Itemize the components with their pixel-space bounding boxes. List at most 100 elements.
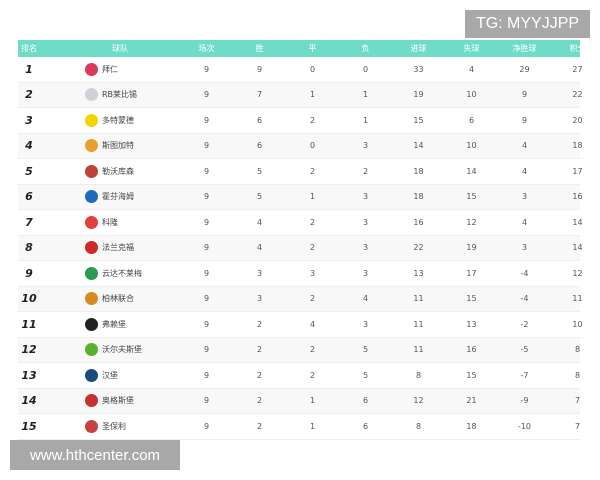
goals-against: 18 (466, 421, 477, 431)
won: 6 (256, 115, 263, 125)
team-cell: 云达不莱梅 (40, 266, 180, 280)
team-cell: 法兰克福 (40, 241, 180, 255)
played: 9 (203, 217, 210, 227)
drawn: 1 (309, 90, 316, 100)
won: 5 (256, 192, 263, 202)
won: 3 (256, 268, 263, 278)
played: 9 (203, 370, 210, 380)
team-name: 勒沃库森 (102, 166, 134, 176)
team-name: 拜仁 (102, 64, 118, 74)
goals-for: 8 (415, 421, 422, 431)
goals-for: 11 (413, 319, 424, 329)
team-logo-icon (85, 292, 98, 306)
points: 7 (574, 396, 581, 406)
drawn: 1 (309, 192, 316, 202)
goals-for: 18 (413, 192, 424, 202)
goal-diff: 4 (521, 217, 528, 227)
rank: 3 (25, 113, 33, 127)
played: 9 (203, 243, 210, 253)
rank: 11 (21, 317, 37, 331)
goals-for: 12 (413, 396, 424, 406)
goal-diff: -2 (520, 319, 529, 329)
lost: 5 (362, 370, 369, 380)
team-name: 柏林联合 (102, 294, 134, 304)
rank: 10 (21, 292, 37, 306)
lost: 3 (362, 192, 369, 202)
lost: 1 (362, 90, 369, 100)
won: 2 (256, 396, 263, 406)
goal-diff: 9 (521, 115, 528, 125)
rank: 12 (21, 343, 37, 357)
team-name: 法兰克福 (102, 243, 134, 253)
won: 2 (256, 370, 263, 380)
drawn: 2 (309, 217, 316, 227)
table-header: 排名 球队 场次 胜 平 负 进球 失球 净胜球 积分 (18, 40, 586, 57)
points: 14 (572, 217, 583, 227)
table-row: 10 柏林联合 9 3 2 4 11 15 -4 11 (18, 286, 583, 312)
table-row: 15 圣保利 9 2 1 6 8 18 -10 7 (18, 414, 580, 440)
won: 4 (256, 217, 263, 227)
goal-diff: 9 (521, 90, 528, 100)
won: 9 (256, 64, 263, 74)
col-goals-for: 进球 (410, 44, 427, 53)
lost: 0 (362, 64, 369, 74)
goals-for: 11 (413, 294, 424, 304)
won: 7 (256, 90, 263, 100)
col-rank: 排名 (21, 44, 37, 53)
team-logo-icon (85, 368, 98, 382)
table-row: 4 斯图加特 9 6 0 3 14 10 4 18 (18, 133, 583, 159)
goals-against: 6 (468, 115, 475, 125)
team-logo-icon (85, 164, 98, 178)
team-cell: 汉堡 (40, 368, 180, 382)
team-name: 斯图加特 (102, 141, 134, 151)
team-logo-icon (85, 62, 98, 76)
drawn: 2 (309, 115, 316, 125)
team-logo-icon (85, 241, 98, 255)
won: 2 (256, 421, 263, 431)
goal-diff: 4 (521, 141, 528, 151)
team-name: 弗赖堡 (102, 319, 126, 329)
team-cell: 拜仁 (40, 62, 180, 76)
played: 9 (203, 115, 210, 125)
played: 9 (203, 64, 210, 74)
rank: 7 (25, 215, 33, 229)
goals-against: 15 (466, 192, 477, 202)
goal-diff: 4 (521, 166, 528, 176)
team-logo-icon (85, 317, 98, 331)
goals-against: 21 (466, 396, 477, 406)
team-logo-icon (85, 88, 98, 102)
table-row: 9 云达不莱梅 9 3 3 3 13 17 -4 12 (18, 261, 583, 287)
goals-against: 12 (466, 217, 477, 227)
team-name: 沃尔夫斯堡 (102, 345, 142, 355)
team-name: 科隆 (102, 217, 118, 227)
drawn: 1 (309, 421, 316, 431)
goals-against: 14 (466, 166, 477, 176)
watermark-top: TG: MYYJJPP (465, 10, 590, 38)
goal-diff: -9 (520, 396, 529, 406)
col-team: 球队 (112, 44, 128, 53)
rank: 13 (21, 368, 37, 382)
table-row: 6 霍芬海姆 9 5 1 3 18 15 3 16 (18, 184, 583, 210)
played: 9 (203, 294, 210, 304)
points: 22 (572, 90, 583, 100)
points: 20 (572, 115, 583, 125)
team-cell: 斯图加特 (40, 139, 180, 153)
won: 5 (256, 166, 263, 176)
goals-for: 19 (413, 90, 424, 100)
goals-for: 8 (415, 370, 422, 380)
goal-diff: 3 (521, 192, 528, 202)
drawn: 2 (309, 370, 316, 380)
team-name: 汉堡 (102, 370, 118, 380)
goals-against: 13 (466, 319, 477, 329)
lost: 6 (362, 396, 369, 406)
drawn: 2 (309, 243, 316, 253)
won: 3 (256, 294, 263, 304)
drawn: 4 (309, 319, 316, 329)
team-name: 奥格斯堡 (102, 396, 134, 406)
lost: 3 (362, 141, 369, 151)
rank: 5 (25, 164, 33, 178)
lost: 3 (362, 217, 369, 227)
watermark-bottom: www.hthcenter.com (10, 440, 180, 470)
team-cell: 沃尔夫斯堡 (40, 343, 180, 357)
points: 14 (572, 243, 583, 253)
